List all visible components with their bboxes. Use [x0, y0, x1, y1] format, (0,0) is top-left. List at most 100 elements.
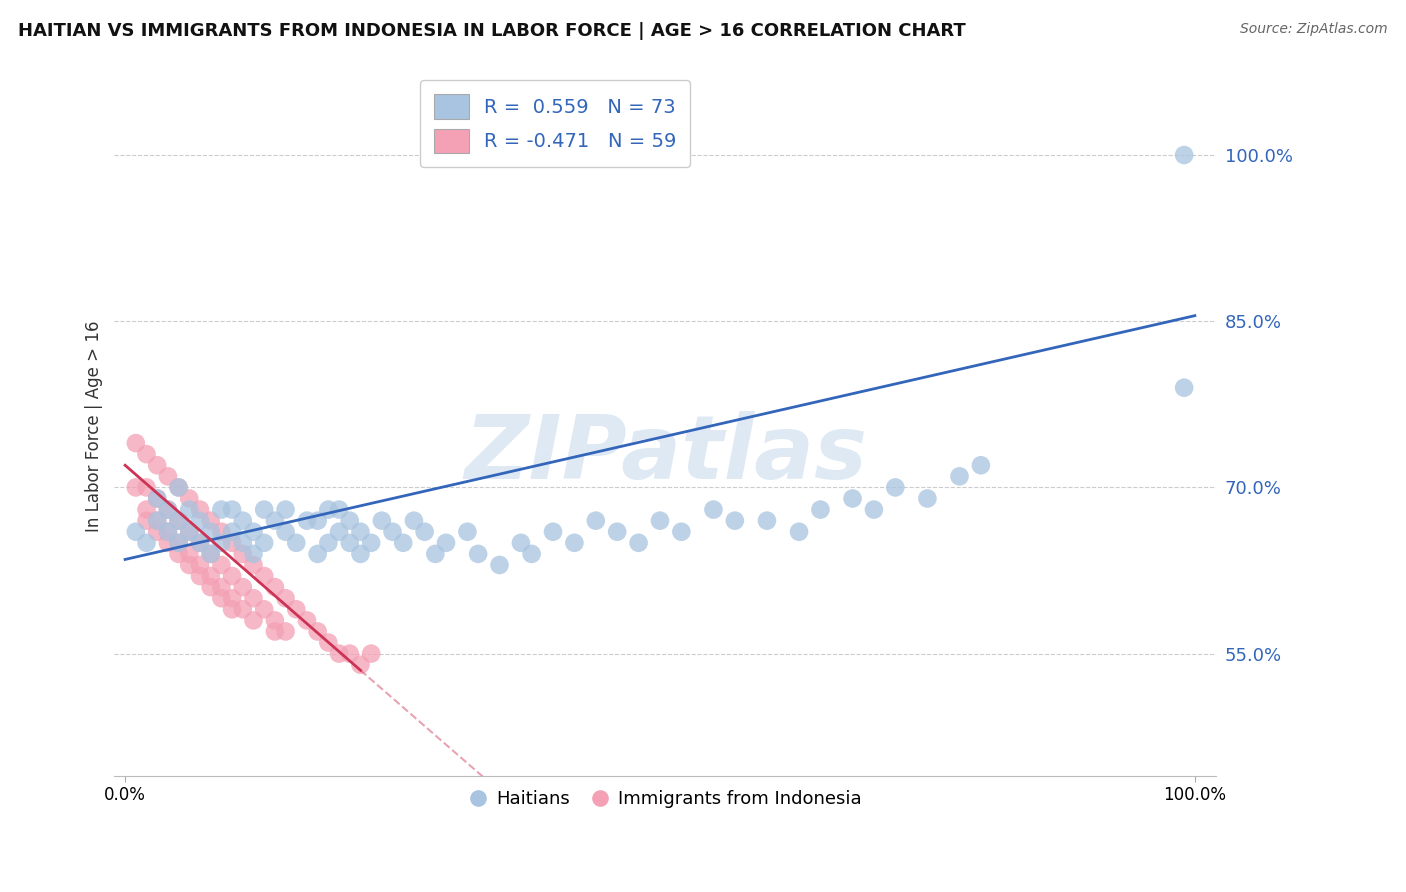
- Point: [274, 591, 297, 606]
- Point: [263, 580, 285, 594]
- Point: [135, 480, 157, 494]
- Point: [167, 547, 190, 561]
- Point: [263, 514, 285, 528]
- Point: [221, 536, 243, 550]
- Point: [307, 624, 329, 639]
- Point: [295, 613, 318, 627]
- Point: [467, 547, 489, 561]
- Point: [328, 502, 350, 516]
- Point: [349, 657, 371, 672]
- Point: [156, 502, 179, 516]
- Point: [209, 536, 232, 550]
- Point: [274, 524, 297, 539]
- Point: [179, 491, 201, 506]
- Point: [188, 558, 211, 572]
- Point: [179, 558, 201, 572]
- Point: [242, 524, 264, 539]
- Point: [541, 524, 564, 539]
- Point: [209, 558, 232, 572]
- Point: [232, 514, 254, 528]
- Point: [349, 547, 371, 561]
- Point: [274, 502, 297, 516]
- Point: [135, 514, 157, 528]
- Point: [263, 624, 285, 639]
- Point: [179, 524, 201, 539]
- Point: [274, 624, 297, 639]
- Point: [221, 591, 243, 606]
- Point: [917, 491, 939, 506]
- Point: [285, 536, 308, 550]
- Point: [188, 502, 211, 516]
- Point: [125, 436, 148, 450]
- Point: [328, 647, 350, 661]
- Point: [135, 502, 157, 516]
- Point: [755, 514, 778, 528]
- Point: [884, 480, 907, 494]
- Point: [156, 469, 179, 483]
- Point: [253, 569, 276, 583]
- Point: [242, 558, 264, 572]
- Point: [200, 547, 222, 561]
- Point: [146, 491, 169, 506]
- Point: [702, 502, 724, 516]
- Point: [425, 547, 447, 561]
- Point: [841, 491, 863, 506]
- Point: [488, 558, 510, 572]
- Point: [146, 524, 169, 539]
- Point: [402, 514, 425, 528]
- Y-axis label: In Labor Force | Age > 16: In Labor Force | Age > 16: [86, 321, 103, 533]
- Point: [200, 514, 222, 528]
- Point: [648, 514, 671, 528]
- Point: [179, 547, 201, 561]
- Point: [1173, 381, 1195, 395]
- Point: [188, 514, 211, 528]
- Point: [253, 602, 276, 616]
- Point: [242, 613, 264, 627]
- Point: [156, 524, 179, 539]
- Point: [167, 480, 190, 494]
- Point: [285, 602, 308, 616]
- Point: [318, 536, 340, 550]
- Point: [179, 524, 201, 539]
- Point: [188, 536, 211, 550]
- Point: [221, 569, 243, 583]
- Point: [242, 591, 264, 606]
- Point: [339, 536, 361, 550]
- Point: [232, 602, 254, 616]
- Point: [413, 524, 436, 539]
- Point: [863, 502, 886, 516]
- Point: [232, 536, 254, 550]
- Text: Source: ZipAtlas.com: Source: ZipAtlas.com: [1240, 22, 1388, 37]
- Point: [232, 547, 254, 561]
- Point: [318, 502, 340, 516]
- Point: [135, 536, 157, 550]
- Point: [135, 447, 157, 461]
- Point: [381, 524, 404, 539]
- Point: [339, 647, 361, 661]
- Point: [392, 536, 415, 550]
- Point: [209, 580, 232, 594]
- Point: [328, 524, 350, 539]
- Point: [434, 536, 457, 550]
- Point: [200, 569, 222, 583]
- Point: [295, 514, 318, 528]
- Point: [253, 536, 276, 550]
- Point: [167, 480, 190, 494]
- Point: [564, 536, 586, 550]
- Point: [318, 635, 340, 649]
- Point: [125, 480, 148, 494]
- Point: [371, 514, 394, 528]
- Point: [787, 524, 810, 539]
- Point: [509, 536, 531, 550]
- Point: [263, 613, 285, 627]
- Point: [339, 514, 361, 528]
- Point: [520, 547, 543, 561]
- Point: [188, 536, 211, 550]
- Point: [221, 502, 243, 516]
- Point: [200, 547, 222, 561]
- Point: [167, 536, 190, 550]
- Point: [146, 514, 169, 528]
- Point: [209, 591, 232, 606]
- Point: [221, 524, 243, 539]
- Point: [970, 458, 993, 473]
